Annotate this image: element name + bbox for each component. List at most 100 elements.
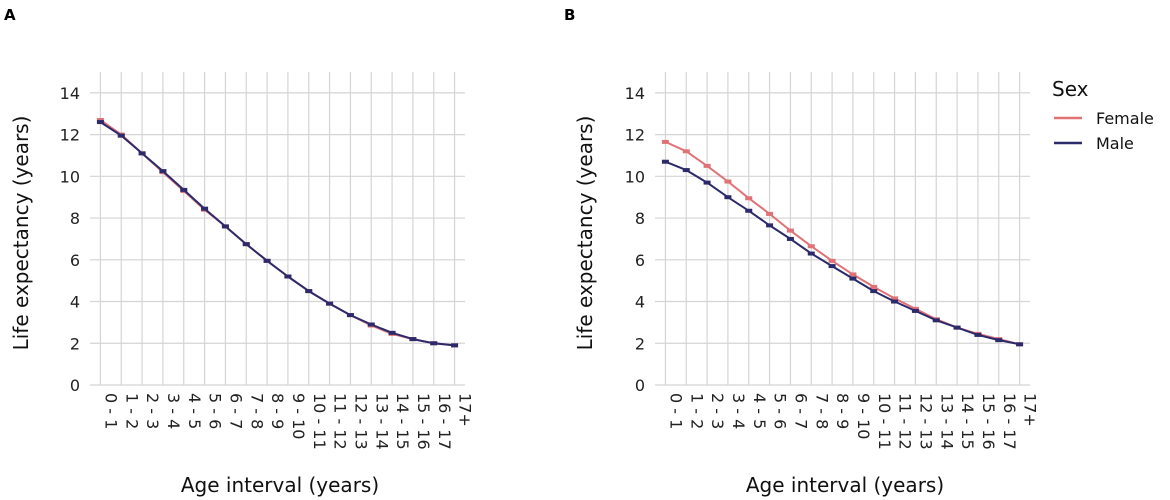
panel-a-male-point bbox=[117, 133, 125, 138]
panel-b-male-point bbox=[745, 208, 753, 213]
panel-a-x-tick-label: 6 - 7 bbox=[226, 393, 245, 429]
panel-b-male-point bbox=[849, 276, 857, 281]
panel-b-y-axis-title: Life expectancy (years) bbox=[573, 116, 597, 351]
panel-a-x-tick-label: 10 - 11 bbox=[310, 393, 329, 450]
panel-b-x-tick-label: 6 - 7 bbox=[791, 393, 810, 429]
panel-b-male-point bbox=[870, 289, 878, 294]
panel-b-x-axis-title: Age interval (years) bbox=[746, 473, 944, 497]
panel-a-male-point bbox=[284, 274, 292, 279]
legend-female-label: Female bbox=[1096, 109, 1154, 128]
panel-b-marks bbox=[661, 139, 1024, 347]
panel-b-female-point bbox=[891, 296, 899, 301]
panel-a-x-tick-label: 14 - 15 bbox=[393, 393, 412, 450]
panel-b-x-tick-label: 7 - 8 bbox=[812, 393, 831, 429]
panel-a-male-point bbox=[138, 151, 146, 156]
panel-a-x-tick-label: 12 - 13 bbox=[351, 393, 370, 450]
panel-a-x-tick-label: 17+ bbox=[456, 393, 475, 427]
panel-a-male-point bbox=[409, 337, 417, 342]
panel-b-y-tick-label: 8 bbox=[635, 209, 645, 228]
panel-a-female-point bbox=[96, 117, 104, 122]
panel-b-y-tick-label: 14 bbox=[625, 84, 645, 103]
panel-b-female-point bbox=[807, 244, 815, 249]
panel-b-male-point bbox=[1016, 342, 1024, 347]
panel-b-female-point bbox=[745, 196, 753, 201]
panel-a-male-point bbox=[388, 330, 396, 335]
panel-a-x-tick-label: 2 - 3 bbox=[143, 393, 162, 429]
panel-a-male-point bbox=[201, 206, 209, 211]
panel-a-y-tick-label: 12 bbox=[60, 126, 80, 145]
panel-a-x-tick-label: 7 - 8 bbox=[247, 393, 266, 429]
panel-b-x-tick-label: 8 - 9 bbox=[833, 393, 852, 429]
legend: Sex Female Male bbox=[1052, 77, 1154, 153]
panel-a-x-tick-label: 1 - 2 bbox=[122, 393, 141, 429]
panel-b-x-tick-label: 3 - 4 bbox=[729, 393, 748, 429]
panel-a-male-point bbox=[451, 343, 459, 348]
panel-b-x-tick-label: 0 - 1 bbox=[666, 393, 685, 429]
panel-b-female-point bbox=[703, 163, 711, 168]
panel-a-male-point bbox=[305, 289, 313, 294]
panel-a-marks bbox=[96, 117, 459, 348]
panel-b-y-tick-label: 2 bbox=[635, 334, 645, 353]
panel-a-y-tick-label: 6 bbox=[70, 251, 80, 270]
panel-a-male-point bbox=[242, 242, 250, 247]
panel-a-x-tick-label: 5 - 6 bbox=[206, 393, 225, 429]
panel-b-female-point bbox=[766, 211, 774, 216]
panel-a-y-tick-label: 4 bbox=[70, 293, 80, 312]
panel-b-grid bbox=[655, 72, 1030, 386]
panel-b-female-line bbox=[664, 140, 1020, 346]
panel-a-male-line bbox=[99, 121, 455, 347]
panel-a-male-point bbox=[430, 341, 438, 346]
panel-a-male-point bbox=[326, 301, 334, 306]
panel-b-male-point bbox=[807, 251, 815, 256]
panel-b-x-tick-label: 2 - 3 bbox=[708, 393, 727, 429]
panel-a-y-tick-label: 2 bbox=[70, 334, 80, 353]
panel-b-x-tick-label: 17+ bbox=[1021, 393, 1040, 427]
panel-b-x-tick-label: 13 - 14 bbox=[937, 393, 956, 450]
panel-a-male-point bbox=[263, 258, 271, 263]
panel-b-male-point bbox=[703, 180, 711, 185]
panel-b-male-point bbox=[932, 318, 940, 323]
panel-a-y-tick-label: 14 bbox=[60, 84, 80, 103]
panel-b-male-point bbox=[891, 299, 899, 304]
panel-b-male-point bbox=[995, 338, 1003, 343]
panel-b-y-tick-label: 12 bbox=[625, 126, 645, 145]
panel-a-male-point bbox=[367, 322, 375, 327]
panel-a-x-tick-label: 4 - 5 bbox=[185, 393, 204, 429]
panel-a-x-tick-label: 15 - 16 bbox=[414, 393, 433, 450]
panel-a-label: A bbox=[4, 6, 16, 24]
panel-a-x-tick-label: 8 - 9 bbox=[268, 393, 287, 429]
panel-a-x-tick-label: 0 - 1 bbox=[101, 393, 120, 429]
panel-a-y-axis-title: Life expectancy (years) bbox=[9, 116, 33, 351]
panel-b-female-point bbox=[870, 284, 878, 289]
panel-b-label: B bbox=[564, 6, 575, 24]
panel-b-x-tick-label: 12 - 13 bbox=[916, 393, 935, 450]
panel-b-y-tick-label: 0 bbox=[635, 376, 645, 395]
panel-b-x-tick-label: 16 - 17 bbox=[1000, 393, 1019, 450]
panel-a-male-point bbox=[221, 224, 229, 229]
panel-a-male-point bbox=[159, 169, 167, 174]
panel-a-x-tick-label: 13 - 14 bbox=[372, 393, 391, 450]
panel-b-x-tick-label: 9 - 10 bbox=[854, 393, 873, 439]
panel-a-y-tick-label: 10 bbox=[60, 167, 80, 186]
panel-a-female-line bbox=[99, 119, 455, 347]
panel-b-female-point bbox=[828, 258, 836, 263]
panel-a-y-tick-label: 8 bbox=[70, 209, 80, 228]
panel-b-male-point bbox=[766, 223, 774, 228]
panel-b-y-tick-label: 4 bbox=[635, 293, 645, 312]
panel-b-male-point bbox=[724, 195, 732, 200]
panel-b-x-tick-label: 4 - 5 bbox=[750, 393, 769, 429]
panel-a-male-point bbox=[96, 120, 104, 125]
panel-b-x-tick-label: 10 - 11 bbox=[875, 393, 894, 450]
panel-b-male-point bbox=[828, 264, 836, 269]
panel-b-x-tick-label: 1 - 2 bbox=[687, 393, 706, 429]
panel-a-y-tick-label: 0 bbox=[70, 376, 80, 395]
panel-b-female-point bbox=[724, 179, 732, 184]
panel-a-x-tick-label: 16 - 17 bbox=[435, 393, 454, 450]
panel-b-male-point bbox=[953, 325, 961, 330]
panel-b-female-point bbox=[911, 306, 919, 311]
panel-a-male-point bbox=[346, 313, 354, 318]
